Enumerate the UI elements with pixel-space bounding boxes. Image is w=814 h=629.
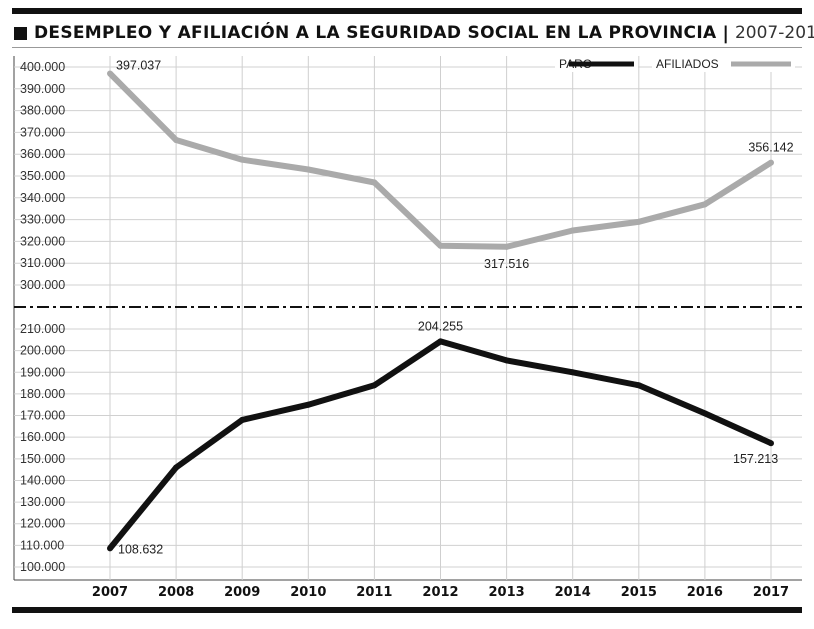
data-point-paro (371, 382, 378, 389)
top-rule (12, 8, 802, 14)
data-label: 204.255 (418, 319, 463, 333)
y-tick-label: 200.000 (20, 344, 65, 358)
data-point-afiliados (239, 156, 246, 163)
data-point-paro (768, 440, 774, 447)
y-tick-label: 400.000 (20, 60, 65, 74)
data-label: 317.516 (484, 257, 529, 271)
x-tick-label: 2014 (555, 585, 591, 600)
data-point-paro (173, 464, 180, 471)
y-tick-label: 390.000 (20, 82, 65, 96)
y-tick-label: 320.000 (20, 234, 65, 248)
title-square-icon (14, 26, 27, 40)
y-tick-label: 330.000 (20, 213, 65, 227)
data-point-afiliados (305, 166, 312, 173)
y-tick-label: 370.000 (20, 125, 65, 139)
data-point-afiliados (437, 242, 444, 249)
x-tick-label: 2015 (621, 585, 657, 600)
x-tick-label: 2017 (753, 585, 789, 600)
y-tick-label: 340.000 (20, 191, 65, 205)
data-point-afiliados (569, 227, 576, 234)
y-tick-label: 350.000 (20, 169, 65, 183)
y-tick-label: 160.000 (20, 430, 65, 444)
data-point-paro (437, 338, 444, 345)
x-tick-label: 2013 (489, 585, 525, 600)
bottom-rule (12, 607, 802, 613)
title-main-text: DESEMPLEO Y AFILIACIÓN A LA SEGURIDAD SO… (34, 23, 717, 43)
data-label: 157.213 (733, 452, 778, 466)
data-point-afiliados (635, 218, 642, 225)
x-tick-label: 2008 (158, 585, 194, 600)
y-tick-label: 360.000 (20, 147, 65, 161)
title-underline (12, 47, 802, 48)
y-tick-label: 140.000 (20, 473, 65, 487)
y-tick-label: 190.000 (20, 365, 65, 379)
title-years: 2007-2017 (734, 23, 814, 43)
data-point-afiliados (768, 159, 774, 166)
data-label: 356.142 (748, 141, 793, 155)
data-point-paro (701, 410, 708, 417)
x-tick-label: 2009 (224, 585, 260, 600)
data-point-paro (569, 369, 576, 376)
legend-label: AFILIADOS (656, 57, 719, 71)
y-tick-label: 310.000 (20, 256, 65, 270)
data-point-paro (107, 545, 113, 552)
data-point-afiliados (701, 201, 708, 208)
data-point-afiliados (371, 179, 378, 186)
data-point-afiliados (107, 70, 113, 77)
y-tick-label: 380.000 (20, 104, 65, 118)
y-tick-label: 170.000 (20, 409, 65, 423)
data-point-paro (635, 382, 642, 389)
data-point-paro (305, 401, 312, 408)
y-tick-label: 130.000 (20, 495, 65, 509)
y-tick-label: 100.000 (20, 560, 65, 574)
data-point-afiliados (503, 243, 510, 250)
legend-background (652, 56, 795, 72)
data-point-afiliados (173, 137, 180, 144)
y-tick-label: 150.000 (20, 452, 65, 466)
y-tick-label: 300.000 (20, 278, 65, 292)
chart-title: DESEMPLEO Y AFILIACIÓN A LA SEGURIDAD SO… (14, 19, 814, 47)
data-point-paro (503, 357, 510, 364)
title-separator: | (722, 22, 729, 44)
y-tick-label: 110.000 (20, 538, 64, 552)
x-tick-label: 2012 (422, 585, 458, 600)
y-tick-label: 210.000 (20, 322, 65, 336)
y-tick-label: 120.000 (20, 517, 65, 531)
x-tick-label: 2007 (92, 585, 128, 600)
data-label: 108.632 (118, 542, 163, 556)
x-tick-label: 2011 (356, 585, 392, 600)
x-tick-label: 2010 (290, 585, 326, 600)
data-point-paro (239, 416, 246, 423)
data-label: 397.037 (116, 58, 161, 72)
x-tick-label: 2016 (687, 585, 723, 600)
y-tick-label: 180.000 (20, 387, 65, 401)
